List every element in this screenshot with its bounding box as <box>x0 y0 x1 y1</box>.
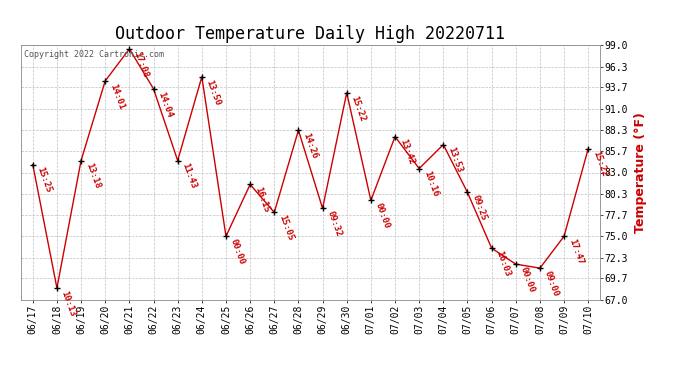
Text: 13:53: 13:53 <box>446 146 464 174</box>
Text: 00:00: 00:00 <box>374 202 391 230</box>
Text: 09:32: 09:32 <box>326 210 343 238</box>
Text: 09:00: 09:00 <box>543 270 560 298</box>
Text: 13:42: 13:42 <box>398 138 415 166</box>
Text: 13:50: 13:50 <box>205 78 222 106</box>
Text: 14:01: 14:01 <box>108 82 126 111</box>
Text: 15:25: 15:25 <box>36 166 53 194</box>
Text: 16:15: 16:15 <box>253 186 270 214</box>
Text: 13:18: 13:18 <box>84 162 101 190</box>
Text: 11:43: 11:43 <box>181 162 198 190</box>
Text: 00:00: 00:00 <box>229 238 246 266</box>
Text: 16:03: 16:03 <box>495 250 512 278</box>
Text: 14:04: 14:04 <box>157 90 174 118</box>
Text: 09:25: 09:25 <box>471 194 488 222</box>
Text: 15:22: 15:22 <box>591 150 609 178</box>
Text: 17:08: 17:08 <box>132 50 150 79</box>
Text: Copyright 2022 Cartronic.com: Copyright 2022 Cartronic.com <box>23 50 164 59</box>
Text: 15:22: 15:22 <box>350 94 367 123</box>
Text: 17:47: 17:47 <box>567 238 584 266</box>
Text: 10:16: 10:16 <box>422 170 440 198</box>
Text: 14:26: 14:26 <box>302 132 319 160</box>
Title: Outdoor Temperature Daily High 20220711: Outdoor Temperature Daily High 20220711 <box>115 26 506 44</box>
Text: 00:00: 00:00 <box>519 266 536 294</box>
Text: 15:05: 15:05 <box>277 214 295 242</box>
Y-axis label: Temperature (°F): Temperature (°F) <box>633 112 647 233</box>
Text: 10:13: 10:13 <box>60 290 77 318</box>
